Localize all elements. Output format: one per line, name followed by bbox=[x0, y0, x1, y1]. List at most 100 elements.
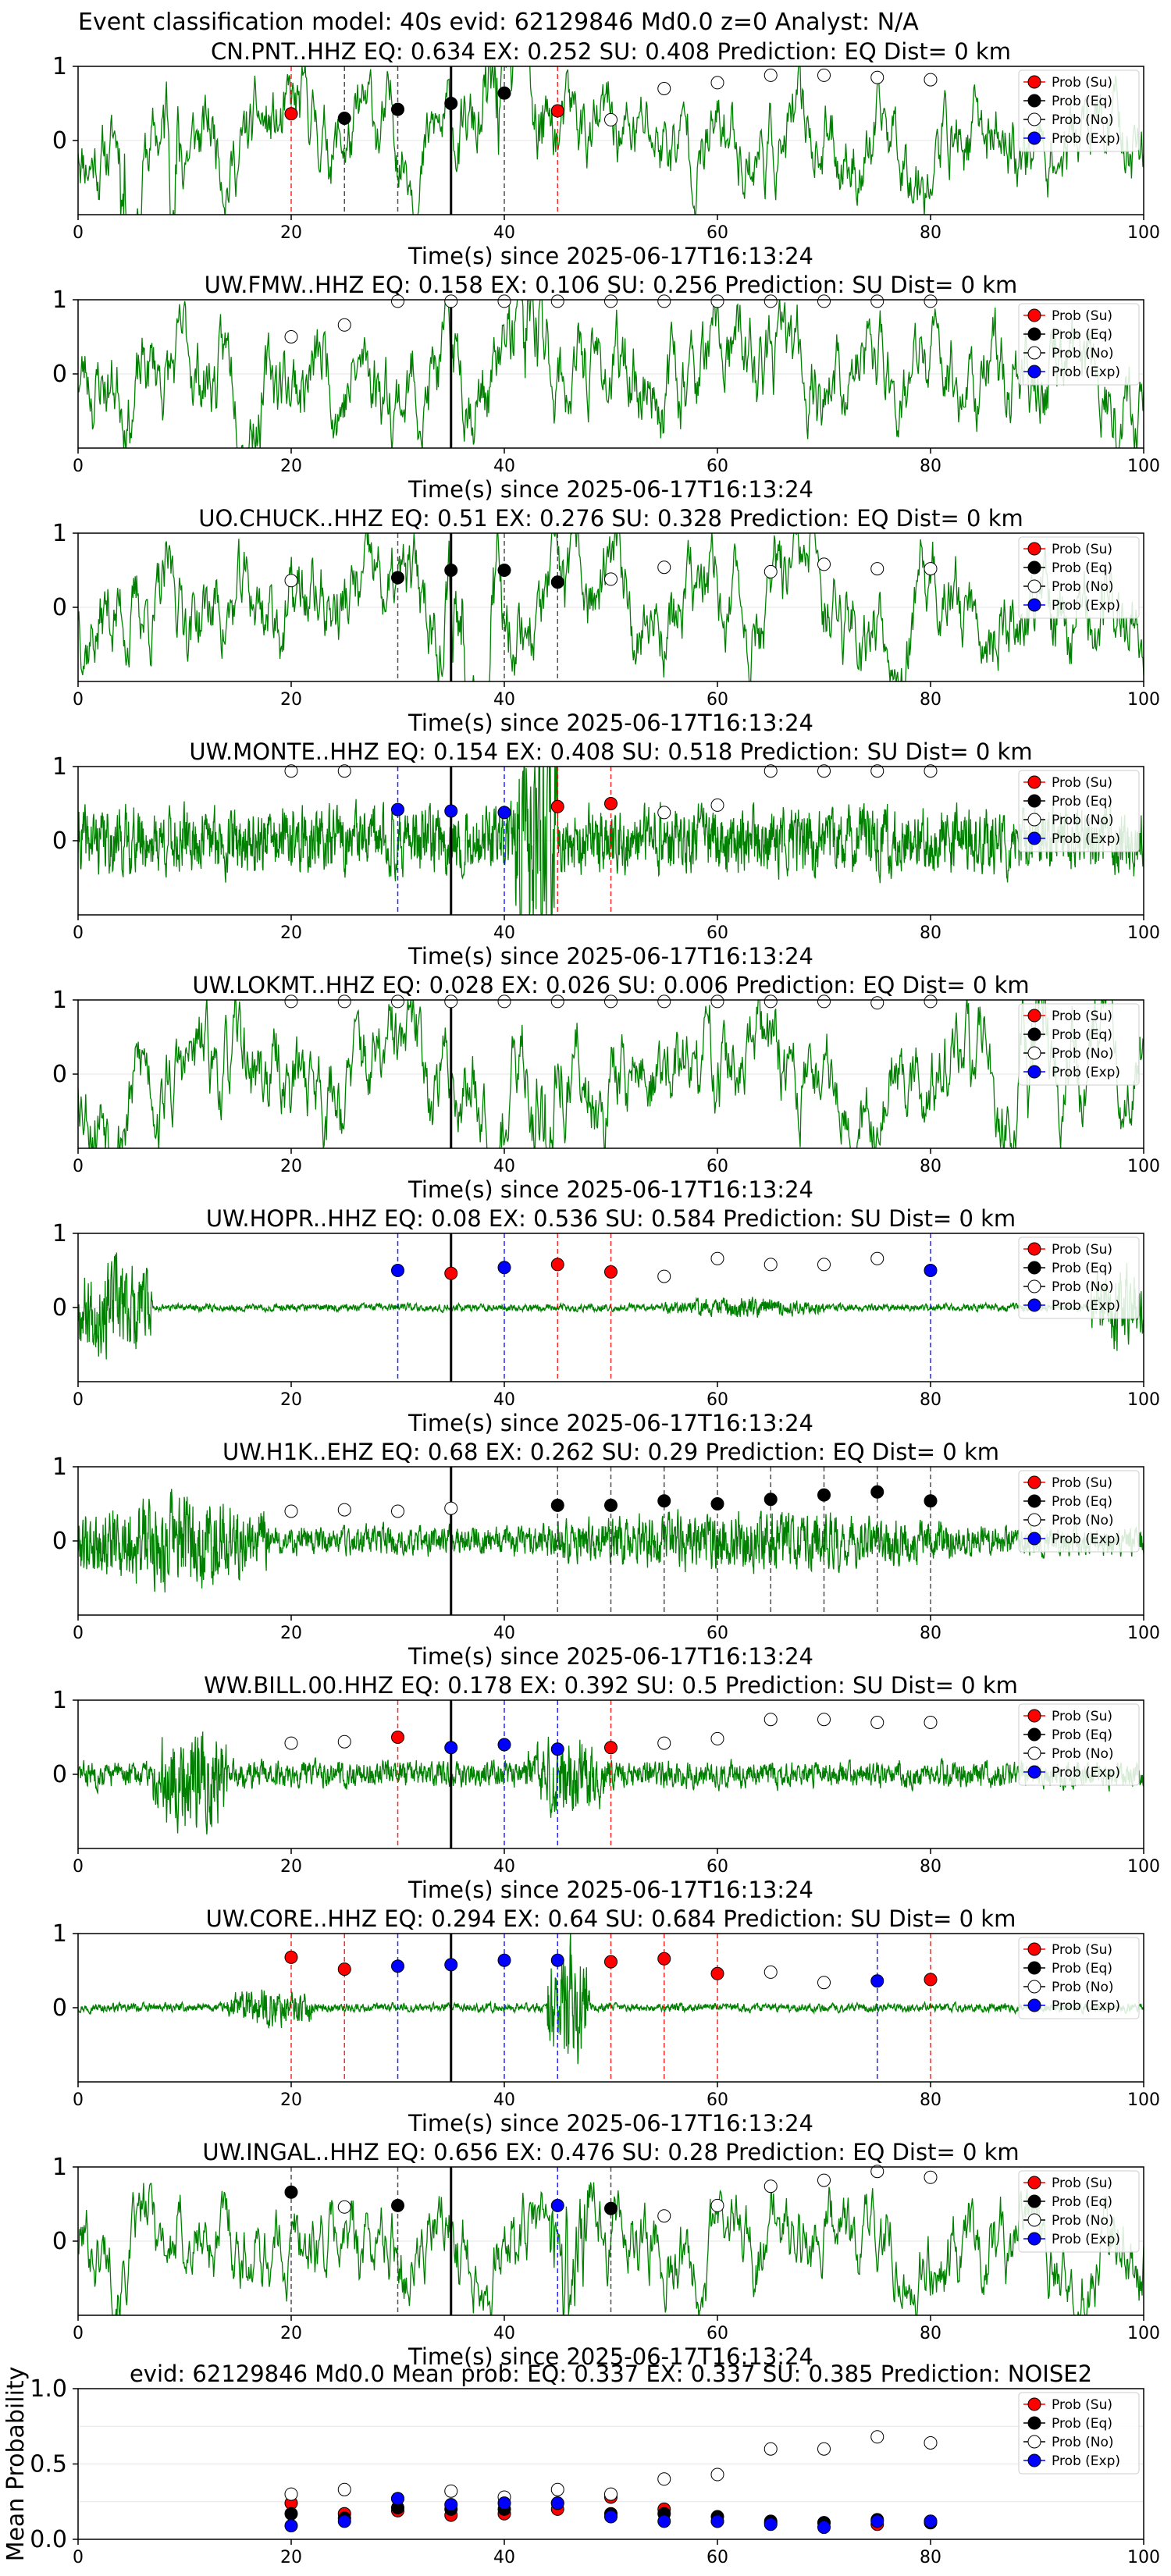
x-tick-label: 40 bbox=[493, 223, 515, 243]
prob-marker bbox=[710, 76, 724, 90]
prob-marker bbox=[444, 994, 458, 1009]
legend-label: Prob (No) bbox=[1052, 1279, 1114, 1295]
prob-marker bbox=[284, 330, 298, 343]
prob-marker bbox=[870, 294, 884, 308]
x-axis-label: Time(s) since 2025-06-17T16:13:24 bbox=[408, 1410, 813, 1436]
waveform-trace bbox=[78, 533, 1144, 681]
legend-label: Prob (Exp) bbox=[1052, 1998, 1120, 2014]
x-tick-label: 20 bbox=[280, 690, 302, 710]
legend-label: Prob (Su) bbox=[1052, 542, 1112, 557]
mean-prob-point bbox=[444, 2484, 458, 2498]
station-panel: WW.BILL.00.HHZ EQ: 0.178 EX: 0.392 SU: 0… bbox=[52, 1672, 1160, 1903]
legend-label: Prob (Eq) bbox=[1052, 327, 1112, 343]
panel-frame bbox=[77, 66, 1144, 215]
prob-marker bbox=[391, 294, 404, 308]
mean-prob-point bbox=[391, 2492, 404, 2506]
legend-marker bbox=[1027, 2453, 1041, 2467]
prob-marker bbox=[870, 1485, 884, 1499]
prob-marker bbox=[817, 294, 831, 308]
prob-marker bbox=[391, 1731, 404, 1744]
legend-label: Prob (Eq) bbox=[1052, 1727, 1112, 1743]
prob-marker bbox=[870, 562, 884, 576]
x-tick-label: 80 bbox=[920, 690, 941, 710]
x-tick-label: 100 bbox=[1127, 1390, 1160, 1410]
x-tick-label: 60 bbox=[707, 1857, 728, 1877]
legend-box bbox=[1018, 69, 1140, 152]
legend-marker bbox=[1027, 831, 1041, 845]
legend-label: Prob (Eq) bbox=[1052, 560, 1112, 576]
legend-marker bbox=[1027, 2176, 1041, 2190]
x-tick-label: 40 bbox=[493, 1157, 515, 1176]
mean-prob-point bbox=[870, 2514, 884, 2528]
prob-marker bbox=[870, 1974, 884, 1988]
prob-marker bbox=[550, 799, 564, 813]
y-tick-label: 1.0 bbox=[30, 2375, 67, 2403]
waveform-trace bbox=[78, 767, 1144, 915]
y-tick-label: 1 bbox=[52, 753, 67, 781]
legend-marker bbox=[1027, 1279, 1041, 1293]
prob-marker bbox=[763, 1965, 778, 1979]
x-tick-label: 100 bbox=[1127, 923, 1160, 943]
prob-marker bbox=[337, 1962, 351, 1976]
prob-marker bbox=[284, 574, 298, 588]
x-tick-label: 0 bbox=[73, 2548, 84, 2567]
legend-marker bbox=[1027, 775, 1041, 789]
legend-marker bbox=[1027, 1009, 1041, 1023]
x-tick-label: 0 bbox=[73, 1157, 84, 1176]
panel-frame bbox=[77, 1466, 1144, 1616]
mean-prob-point bbox=[657, 2514, 671, 2528]
prob-marker bbox=[391, 1264, 404, 1277]
legend-marker bbox=[1027, 1998, 1041, 2012]
legend-marker bbox=[1027, 1242, 1041, 1256]
legend-marker bbox=[1027, 579, 1041, 593]
x-tick-label: 80 bbox=[920, 1390, 941, 1410]
prob-marker bbox=[391, 1959, 404, 1973]
mean-prob-point bbox=[604, 2510, 618, 2524]
prob-marker bbox=[763, 1258, 778, 1272]
x-tick-label: 40 bbox=[493, 2548, 515, 2567]
x-tick-label: 100 bbox=[1127, 1157, 1160, 1176]
y-tick-label: 1 bbox=[52, 1453, 67, 1481]
prob-marker bbox=[497, 994, 511, 1009]
prob-marker bbox=[550, 2198, 564, 2212]
legend-label: Prob (Eq) bbox=[1052, 1494, 1112, 1510]
x-tick-label: 40 bbox=[493, 1390, 515, 1410]
prob-marker bbox=[550, 994, 564, 1009]
prob-marker bbox=[497, 1738, 511, 1752]
panels: CN.PNT..HHZ EQ: 0.634 EX: 0.252 SU: 0.40… bbox=[2, 38, 1160, 2567]
mean-prob-point bbox=[337, 2514, 351, 2528]
legend-label: Prob (No) bbox=[1052, 112, 1114, 128]
legend-label: Prob (Su) bbox=[1052, 1475, 1112, 1491]
prob-marker bbox=[444, 1266, 458, 1280]
legend-label: Prob (No) bbox=[1052, 1513, 1114, 1528]
y-tick-label: 1 bbox=[52, 53, 67, 80]
y-tick-label: 1 bbox=[52, 1220, 67, 1247]
x-tick-label: 80 bbox=[920, 1624, 941, 1643]
mean-prob-point bbox=[497, 2496, 511, 2510]
prob-marker bbox=[604, 1265, 618, 1279]
x-tick-label: 60 bbox=[707, 1157, 728, 1176]
legend-marker bbox=[1027, 1980, 1041, 1994]
station-panel: UW.INGAL..HHZ EQ: 0.656 EX: 0.476 SU: 0.… bbox=[52, 2139, 1160, 2370]
prob-marker bbox=[604, 1741, 618, 1755]
prob-marker bbox=[657, 1269, 671, 1283]
prob-marker bbox=[284, 2185, 298, 2199]
legend-marker bbox=[1027, 75, 1041, 89]
y-tick-label: 0 bbox=[52, 1061, 67, 1088]
prob-marker bbox=[337, 994, 351, 1009]
prob-marker bbox=[657, 1736, 671, 1750]
prob-marker bbox=[710, 1966, 724, 1980]
prob-marker bbox=[391, 994, 404, 1009]
legend-marker bbox=[1027, 1746, 1041, 1760]
prob-marker bbox=[870, 1251, 884, 1265]
panel-frame bbox=[77, 766, 1144, 916]
prob-marker bbox=[604, 572, 618, 586]
legend-label: Prob (Exp) bbox=[1052, 1765, 1120, 1781]
legend-label: Prob (Su) bbox=[1052, 75, 1112, 91]
prob-marker bbox=[604, 112, 618, 126]
prob-marker bbox=[391, 2198, 404, 2212]
prob-marker bbox=[924, 764, 938, 778]
legend-box bbox=[1018, 2392, 1140, 2475]
prob-marker bbox=[337, 1735, 351, 1749]
legend-marker bbox=[1027, 1494, 1041, 1508]
